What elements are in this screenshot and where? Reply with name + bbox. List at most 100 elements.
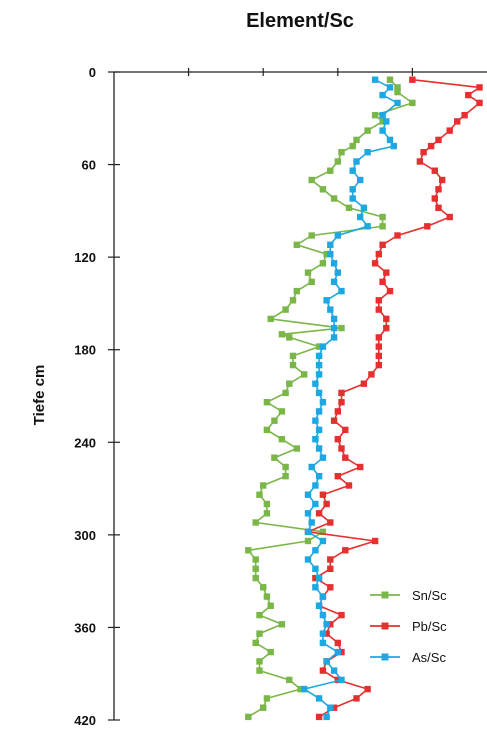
data-point [327,167,334,174]
data-point [431,167,438,174]
data-point [334,232,341,239]
data-point [334,639,341,647]
data-point [327,621,334,628]
data-point [267,602,274,609]
data-point [353,695,360,702]
data-point [319,667,327,674]
data-point [327,241,334,248]
data-point [308,278,315,285]
data-point [342,454,349,461]
data-point [461,112,468,119]
data-point [301,371,308,378]
data-point [252,574,259,582]
data-point [334,158,341,165]
y-tick-label: 360 [74,620,96,635]
data-point [349,167,356,174]
data-point [375,352,382,360]
data-point [375,297,382,304]
data-point [323,297,330,304]
data-point [263,510,271,517]
data-point [260,482,267,489]
data-point [315,389,323,397]
data-point [278,621,286,628]
legend-item: Sn/Sc [370,588,447,603]
data-point [278,408,286,415]
data-point [394,99,401,107]
data-point [315,713,323,721]
data-point [446,213,453,221]
data-point [319,611,327,619]
data-point [289,297,297,304]
data-point [256,667,263,674]
data-point [435,204,442,211]
data-point [308,463,315,471]
data-point [278,331,286,338]
data-point [312,482,319,489]
data-point [312,380,319,387]
data-point [308,232,315,239]
data-point [420,149,427,156]
data-point [330,278,338,285]
data-point [327,565,334,572]
data-point [379,118,386,125]
data-point [349,195,356,202]
data-point [338,389,345,397]
data-point [386,76,394,83]
data-point [315,445,323,452]
data-point [424,223,431,230]
data-point [439,176,446,184]
data-point [364,149,371,156]
legend-swatch-marker [381,653,389,661]
data-point [345,204,353,211]
data-point [286,676,293,684]
data-point [327,584,334,591]
data-point [357,463,364,471]
data-point [263,500,271,508]
data-point [263,426,271,434]
legend-item: Pb/Sc [370,619,447,634]
y-tick-label: 120 [74,250,96,265]
data-point [289,352,297,360]
data-point [338,149,345,156]
data-point [334,269,341,276]
data-point [345,482,353,489]
data-point [312,417,319,424]
data-point [375,343,382,350]
data-point [357,176,364,184]
data-point [364,685,371,693]
data-point [256,491,263,498]
data-point [334,436,341,443]
data-point [319,593,327,600]
data-point [263,399,271,406]
data-point [323,630,330,637]
data-point [330,315,338,323]
data-point [301,685,308,693]
data-point [394,84,401,91]
data-point [364,223,371,230]
data-point [271,417,278,424]
data-point [252,639,259,647]
data-point [256,611,263,619]
data-point [315,371,323,378]
series-line [303,78,399,718]
data-point [338,611,345,619]
legend-label: Pb/Sc [412,619,447,634]
data-point [312,500,319,508]
data-point [312,584,319,591]
data-point [319,528,327,535]
data-point [383,324,390,332]
legend: Sn/Sc Pb/Sc As/Sc [370,588,447,665]
data-point [323,500,330,508]
y-tick-label: 180 [74,343,96,358]
data-point [323,658,330,665]
data-point [338,399,345,406]
data-point [379,241,386,248]
data-point [286,334,293,341]
data-point [379,91,386,99]
legend-label: Sn/Sc [412,588,447,603]
data-point [304,269,312,276]
series-group [245,76,483,721]
data-point [383,118,390,125]
legend-swatch-marker [381,622,389,630]
